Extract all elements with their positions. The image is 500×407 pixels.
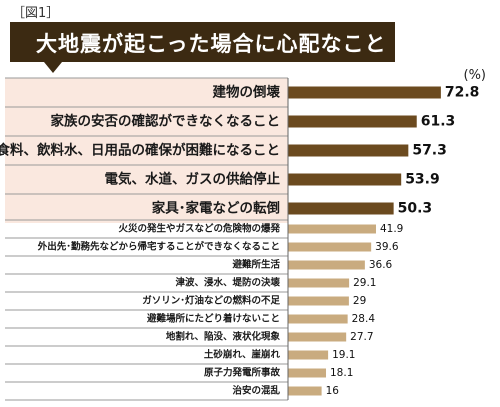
category-label: 土砂崩れ、崖崩れ [204, 349, 281, 361]
bar [288, 242, 372, 252]
bar [288, 224, 376, 234]
value-label: 29 [353, 295, 366, 307]
value-label: 16 [326, 385, 340, 397]
value-label: 29.1 [353, 277, 376, 289]
bar [288, 332, 347, 342]
bar [288, 260, 365, 270]
value-label: 41.9 [380, 223, 403, 235]
value-label: 28.4 [352, 313, 376, 325]
bar [288, 202, 394, 215]
value-label: 57.3 [412, 143, 447, 159]
category-label: 食料、飲料水、日用品の確保が困難になること [0, 142, 280, 159]
category-label: 家族の安否の確認ができなくなること [51, 113, 281, 130]
bar [288, 296, 349, 306]
bar [288, 278, 350, 288]
category-label: 治安の混乱 [232, 385, 280, 397]
category-label: 避難場所にたどり着けないこと [147, 313, 280, 325]
value-label: 72.8 [445, 85, 480, 101]
value-label: 39.6 [375, 241, 399, 253]
bar [288, 173, 402, 186]
title-pointer [44, 62, 62, 73]
category-label: 津波、浸水、堤防の決壊 [175, 277, 280, 289]
value-label: 61.3 [421, 114, 456, 130]
category-label: 外出先･勤務先などから帰宅することができなくなること [37, 241, 280, 253]
category-label: 火災の発生やガスなどの危険物の爆発 [118, 223, 280, 235]
value-label: 27.7 [350, 331, 373, 343]
figure-label: ［図1］ [12, 6, 60, 21]
value-label: 18.1 [330, 367, 353, 379]
value-label: 50.3 [398, 201, 433, 217]
bar [288, 368, 327, 378]
value-label: 36.6 [369, 259, 393, 271]
unit-label: (%) [463, 68, 487, 83]
category-label: 建物の倒壊 [212, 84, 281, 101]
category-label: 家具･家電などの転倒 [152, 200, 280, 217]
bar [288, 350, 329, 360]
top-rows-background [5, 78, 288, 223]
value-label: 19.1 [332, 349, 355, 361]
value-label: 53.9 [405, 172, 440, 188]
chart-title: 大地震が起こった場合に心配なこと [10, 22, 395, 62]
category-label: ガソリン･灯油などの燃料の不足 [142, 295, 280, 307]
category-label: 地割れ、陥没、液状化現象 [166, 331, 281, 343]
bar [288, 144, 409, 157]
bar [288, 386, 322, 396]
category-label: 電気、水道、ガスの供給停止 [105, 171, 281, 188]
bar [288, 115, 417, 128]
bar [288, 314, 348, 324]
category-label: 原子力発電所事故 [204, 367, 281, 379]
category-label: 避難所生活 [232, 259, 280, 271]
bar [288, 86, 441, 99]
